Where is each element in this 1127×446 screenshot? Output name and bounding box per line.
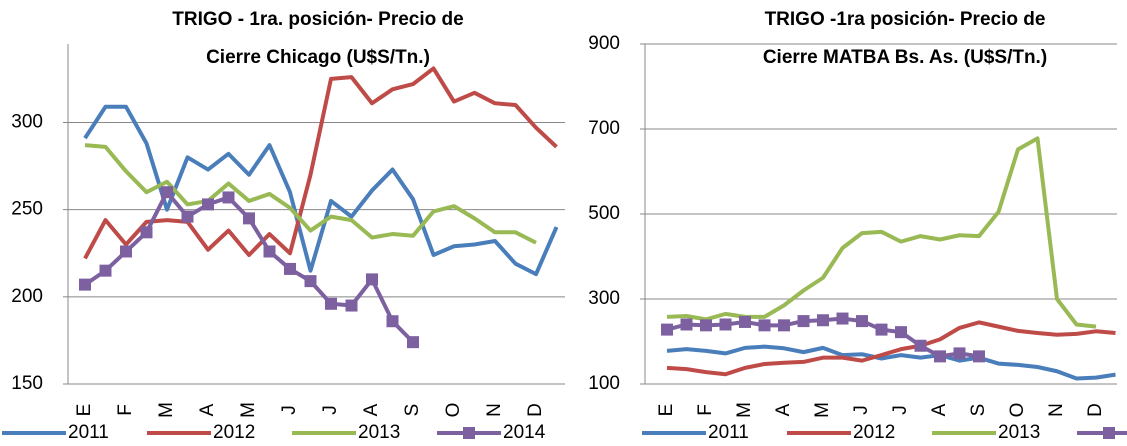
x-tick-label: A (197, 403, 218, 416)
point-marker (953, 347, 966, 360)
y-tick-label: 300 (11, 111, 43, 132)
y-tick-label: 200 (11, 286, 43, 307)
x-tick-label: E (74, 404, 95, 417)
legend-label: 2013 (358, 422, 400, 443)
legend-marker (463, 427, 475, 439)
x-tick-label: N (484, 403, 505, 417)
x-tick-label: A (361, 403, 382, 416)
chart-title: TRIGO -1ra posición- Precio de (765, 9, 1046, 30)
point-marker (284, 262, 296, 275)
point-marker (366, 273, 378, 286)
legend-label: 2012 (213, 422, 255, 443)
series-line (83, 66, 558, 260)
x-tick-label: D (525, 403, 546, 417)
point-marker (797, 315, 810, 328)
point-marker (914, 339, 927, 352)
x-tick-label: D (1085, 403, 1106, 417)
y-tick-label: 700 (588, 118, 620, 139)
legend-label: 2011 (708, 422, 749, 443)
series-line (666, 344, 1116, 381)
point-marker (120, 245, 132, 258)
y-tick-label: 900 (588, 33, 620, 54)
chart-title: TRIGO - 1ra. posición- Precio de (172, 9, 463, 30)
point-marker (856, 315, 868, 328)
x-tick-label: O (1007, 403, 1028, 418)
point-marker (836, 312, 849, 325)
point-marker (758, 319, 771, 332)
point-marker (79, 278, 91, 291)
x-tick-label: S (968, 404, 989, 417)
point-marker (99, 264, 112, 277)
point-marker (222, 191, 235, 204)
legend-label: 2014 (503, 422, 546, 443)
y-tick-label: 100 (588, 373, 620, 394)
x-tick-label: A (929, 403, 950, 416)
x-tick-label: M (812, 402, 833, 418)
legend-label: 2013 (998, 422, 1040, 443)
x-tick-label: J (320, 405, 341, 415)
x-tick-label: J (890, 405, 911, 415)
point-marker (817, 314, 829, 327)
x-tick-label: N (1046, 403, 1067, 417)
chart-title: Cierre Chicago (U$S/Tn.) (206, 47, 430, 68)
x-tick-label: E (656, 404, 677, 417)
point-marker (345, 299, 358, 312)
point-marker (140, 226, 153, 239)
legend-marker (1103, 427, 1115, 439)
x-tick-label: J (851, 405, 872, 415)
x-tick-label: O (443, 403, 464, 418)
point-marker (934, 350, 946, 363)
x-tick-label: S (402, 404, 423, 417)
x-tick-label: A (773, 403, 794, 416)
series-line (666, 320, 1116, 377)
point-marker (161, 186, 173, 199)
point-marker (243, 212, 255, 225)
x-tick-label: M (238, 402, 259, 418)
point-marker (680, 318, 693, 331)
y-tick-label: 500 (588, 203, 620, 224)
point-marker (325, 297, 337, 310)
point-marker (304, 275, 317, 288)
point-marker (386, 315, 399, 328)
x-tick-label: M (156, 402, 177, 418)
point-marker (700, 319, 712, 332)
point-marker (202, 198, 214, 211)
legend-label: 2011 (68, 422, 109, 443)
series-line (666, 136, 1097, 329)
point-marker (875, 323, 888, 336)
x-tick-label: F (695, 404, 716, 416)
point-marker (263, 245, 276, 258)
point-marker (661, 323, 673, 336)
point-marker (719, 318, 732, 331)
point-marker (181, 210, 194, 223)
legend-label: 2012 (853, 422, 895, 443)
point-marker (778, 319, 790, 332)
x-tick-label: F (115, 404, 136, 416)
x-tick-label: M (734, 402, 755, 418)
y-tick-label: 150 (11, 373, 43, 394)
y-tick-label: 300 (588, 288, 620, 309)
series-line (84, 143, 537, 245)
point-marker (895, 326, 907, 339)
chart-title: Cierre MATBA Bs. As. (U$S/Tn.) (763, 47, 1047, 68)
x-tick-label: J (279, 405, 300, 415)
point-marker (739, 315, 751, 328)
point-marker (973, 350, 985, 363)
y-tick-label: 250 (11, 199, 43, 220)
point-marker (407, 336, 419, 349)
